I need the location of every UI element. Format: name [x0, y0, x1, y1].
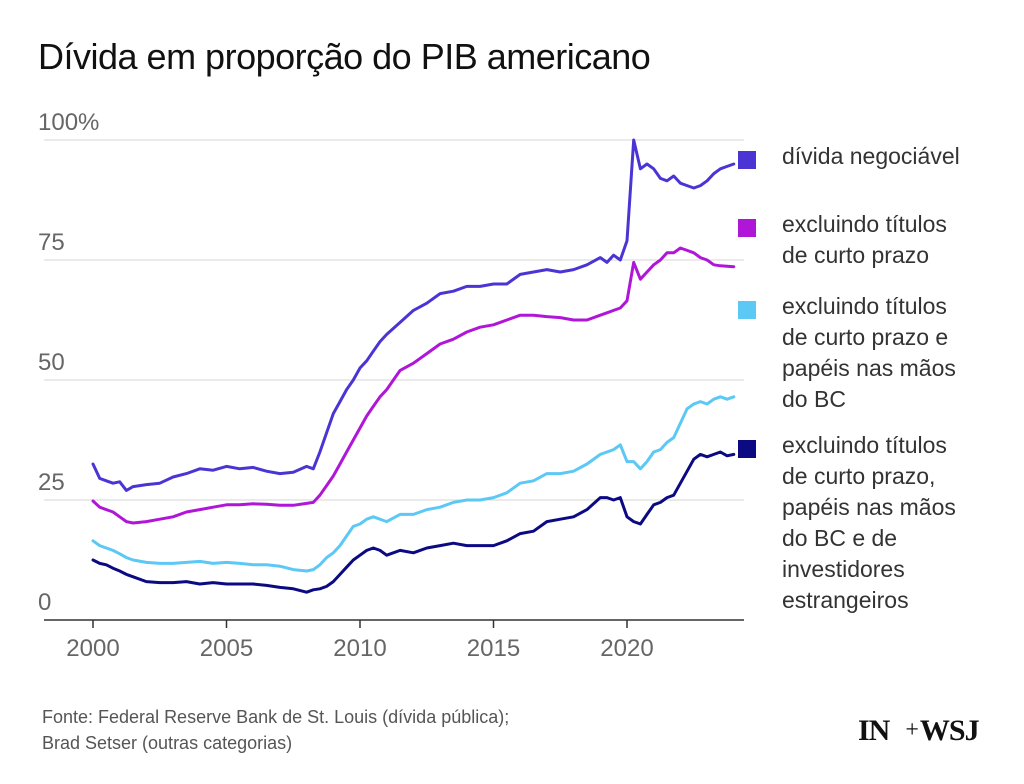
y-tick-label: 0: [38, 589, 51, 616]
y-tick-label: 75: [38, 229, 65, 256]
legend-label: excluindo títulos de curto prazo e papéi…: [782, 293, 956, 412]
x-tick-label: 2005: [200, 635, 253, 662]
x-tick-label: 2020: [600, 635, 653, 662]
y-tick-label: 50: [38, 349, 65, 376]
logo-wsj: WSJ: [919, 714, 980, 747]
legend-swatch: [738, 301, 756, 319]
logo-in: IN: [858, 714, 890, 747]
x-tick-label: 2010: [333, 635, 386, 662]
legend-swatch: [738, 151, 756, 169]
source-note: Fonte: Federal Reserve Bank de St. Louis…: [42, 707, 510, 753]
y-tick-label: 25: [38, 469, 65, 496]
series-line-1: [91, 138, 736, 492]
publisher-logo: IN +WSJ: [858, 714, 980, 748]
logo-plus: +: [905, 717, 919, 743]
y-tick-label: 100%: [38, 109, 99, 136]
legend-label: excluindo títulos de curto prazo: [782, 211, 947, 268]
legend-swatch: [738, 440, 756, 458]
series-line-3: [91, 395, 736, 573]
legend-label: excluindo títulos de curto prazo, papéis…: [782, 432, 956, 613]
legend-label: dívida negociável: [782, 143, 960, 169]
x-tick-label: 2015: [467, 635, 520, 662]
series-line-2: [91, 246, 736, 525]
x-tick-label: 2000: [66, 635, 119, 662]
legend-swatch: [738, 219, 756, 237]
line-chart: 0 25 50 75 100% 2000 2005 2010 2015 2020: [38, 109, 744, 662]
chart-title: Dívida em proporção do PIB americano: [38, 36, 651, 77]
series-line-4: [91, 450, 736, 594]
